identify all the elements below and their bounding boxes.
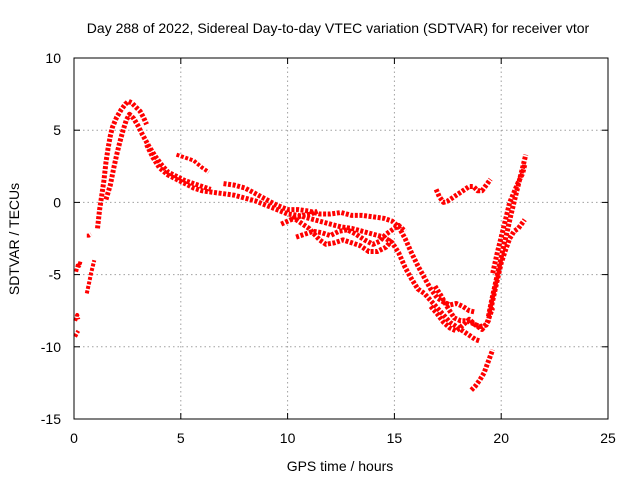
x-axis-label: GPS time / hours	[287, 458, 394, 474]
x-tick-label: 0	[70, 430, 78, 446]
series-trace-f	[95, 98, 149, 229]
y-axis-label: SDTVAR / TECUs	[6, 183, 22, 295]
y-tick-label: -10	[41, 339, 61, 355]
x-tick-labels: 0 5 10 15 20 25	[70, 430, 616, 446]
series-trace-l	[290, 214, 395, 254]
x-tick-label: 10	[280, 430, 296, 446]
x-tick-label: 15	[387, 430, 403, 446]
data-series-group	[73, 98, 529, 392]
y-tick-label: 5	[53, 122, 61, 138]
series-trace-d	[86, 232, 93, 238]
grid-lines	[74, 58, 608, 419]
x-tick-label: 25	[600, 430, 616, 446]
series-trace-h	[144, 143, 481, 344]
y-tick-label: 10	[45, 50, 61, 66]
series-trace-b	[73, 329, 81, 338]
series-trace-n	[432, 284, 496, 330]
series-trace-q	[490, 164, 528, 274]
series-trace-c	[74, 261, 83, 273]
series-trace-i	[175, 152, 210, 174]
y-tick-label: -15	[41, 411, 61, 427]
series-trace-m	[280, 208, 319, 227]
x-tick-label: 20	[493, 430, 509, 446]
series-trace-r	[433, 177, 493, 205]
y-tick-label: -5	[49, 267, 62, 283]
series-trace-p	[485, 154, 529, 317]
chart-title: Day 288 of 2022, Sidereal Day-to-day VTE…	[87, 20, 590, 36]
series-trace-g	[103, 111, 212, 201]
axis-ticks	[73, 57, 609, 420]
series-trace-o	[428, 218, 527, 334]
series-trace-s	[469, 348, 496, 392]
series-trace-a	[73, 313, 81, 322]
series-trace-e	[84, 259, 97, 294]
plot-frame	[73, 57, 609, 420]
y-tick-labels: -15 -10 -5 0 5 10	[41, 50, 61, 427]
series-trace-k	[295, 223, 407, 247]
x-tick-label: 5	[177, 430, 185, 446]
y-tick-label: 0	[53, 194, 61, 210]
